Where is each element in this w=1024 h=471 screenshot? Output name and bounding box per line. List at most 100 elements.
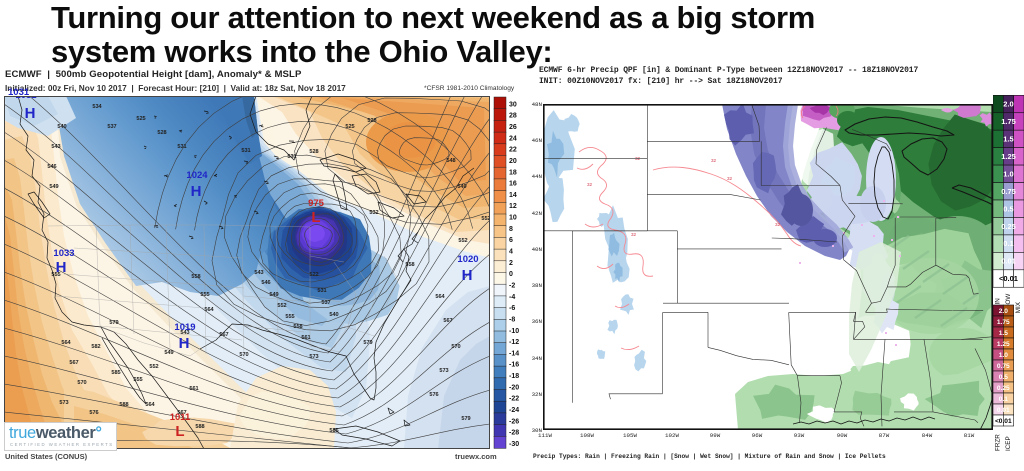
svg-text:0.1: 0.1: [1003, 239, 1013, 248]
svg-text:-6: -6: [509, 305, 515, 312]
svg-text:20: 20: [509, 158, 517, 165]
svg-text:588: 588: [119, 402, 128, 408]
svg-text:4: 4: [509, 249, 513, 256]
svg-text:1024: 1024: [186, 170, 208, 181]
svg-text:567: 567: [443, 318, 452, 324]
svg-text:0.1: 0.1: [999, 396, 1008, 403]
svg-text:558: 558: [405, 262, 414, 268]
svg-text:570: 570: [239, 352, 248, 358]
svg-text:549: 549: [164, 350, 173, 356]
svg-text:6: 6: [509, 237, 513, 244]
svg-text:0.75: 0.75: [1001, 187, 1016, 196]
svg-text:579: 579: [461, 416, 470, 422]
svg-text:546: 546: [47, 164, 56, 170]
svg-text:531: 531: [177, 144, 186, 150]
svg-text:570: 570: [77, 380, 86, 386]
svg-text:MIX: MIX: [1015, 301, 1022, 313]
svg-text:1020: 1020: [457, 254, 478, 265]
svg-text:555: 555: [133, 377, 142, 383]
svg-text:528: 528: [157, 130, 166, 136]
svg-text:543: 543: [51, 144, 60, 150]
svg-text:-18: -18: [509, 373, 519, 380]
svg-text:549: 549: [269, 292, 278, 298]
svg-text:24: 24: [509, 135, 517, 142]
svg-text:-22: -22: [509, 396, 519, 403]
svg-text:540: 540: [57, 124, 66, 130]
svg-text:L: L: [175, 423, 184, 440]
svg-text:0.75: 0.75: [997, 363, 1010, 370]
svg-text:564: 564: [61, 340, 71, 346]
svg-text:525: 525: [345, 124, 354, 130]
svg-text:579: 579: [363, 340, 372, 346]
svg-text:32: 32: [587, 182, 593, 187]
svg-text:-14: -14: [509, 350, 519, 357]
svg-text:537: 537: [107, 124, 116, 130]
svg-text:552: 552: [481, 216, 490, 222]
svg-text:1.0: 1.0: [1003, 169, 1013, 178]
svg-text:549: 549: [49, 184, 58, 190]
svg-text:548: 548: [446, 158, 455, 164]
svg-text:573: 573: [59, 400, 68, 406]
svg-text:549: 549: [457, 184, 466, 190]
svg-text:1019: 1019: [174, 322, 195, 333]
svg-text:0: 0: [509, 271, 513, 278]
svg-text:522: 522: [309, 272, 318, 278]
svg-text:561: 561: [301, 335, 310, 341]
svg-text:561: 561: [189, 386, 198, 392]
svg-text:531: 531: [241, 148, 250, 154]
svg-text:546: 546: [261, 280, 270, 286]
svg-text:1033: 1033: [53, 248, 74, 259]
svg-text:582: 582: [91, 344, 100, 350]
svg-text:555: 555: [51, 272, 60, 278]
svg-text:537: 537: [321, 300, 330, 306]
svg-text:573: 573: [309, 354, 318, 360]
svg-text:1.75: 1.75: [997, 319, 1010, 326]
svg-text:528: 528: [309, 149, 318, 155]
svg-text:558: 558: [293, 324, 302, 330]
svg-text:-30: -30: [509, 441, 519, 448]
svg-text:576: 576: [89, 410, 98, 416]
svg-text:1.25: 1.25: [1001, 152, 1016, 161]
svg-text:-8: -8: [509, 316, 515, 323]
svg-text:573: 573: [439, 368, 448, 374]
svg-text:-26: -26: [509, 418, 519, 425]
svg-text:558: 558: [191, 274, 200, 280]
svg-text:540: 540: [329, 312, 338, 318]
svg-text:1031: 1031: [15, 96, 37, 101]
svg-text:-24: -24: [509, 407, 519, 414]
svg-text:-12: -12: [509, 339, 519, 346]
svg-text:-4: -4: [509, 294, 515, 301]
svg-text:975: 975: [308, 198, 325, 209]
svg-text:1.75: 1.75: [1001, 117, 1016, 126]
svg-text:2.0: 2.0: [1003, 100, 1013, 109]
svg-text:1.0: 1.0: [999, 352, 1008, 359]
svg-text:552: 552: [458, 238, 467, 244]
svg-text:576: 576: [429, 392, 438, 398]
svg-text:<0.01: <0.01: [999, 274, 1018, 283]
svg-text:585: 585: [111, 370, 120, 376]
svg-text:1.5: 1.5: [1003, 135, 1013, 144]
svg-text:32: 32: [727, 176, 733, 181]
svg-text:552: 552: [149, 364, 158, 370]
svg-text:8: 8: [509, 226, 513, 233]
svg-text:0.25: 0.25: [1001, 222, 1016, 231]
svg-text:H: H: [179, 335, 190, 352]
svg-text:585: 585: [329, 428, 338, 434]
svg-text:1011: 1011: [170, 412, 191, 423]
svg-text:579: 579: [109, 320, 118, 326]
svg-text:2: 2: [509, 260, 513, 267]
svg-text:543: 543: [254, 270, 263, 276]
svg-text:567: 567: [69, 360, 78, 366]
svg-text:531: 531: [287, 154, 296, 160]
svg-text:H: H: [462, 267, 473, 284]
svg-text:18: 18: [509, 169, 517, 176]
svg-text:2.0: 2.0: [999, 308, 1008, 315]
svg-text:32: 32: [775, 222, 781, 227]
svg-text:26: 26: [509, 124, 517, 131]
svg-text:10: 10: [509, 215, 517, 222]
svg-text:FRZR: FRZR: [995, 434, 1002, 451]
svg-text:0.5: 0.5: [1003, 204, 1013, 213]
svg-text:567: 567: [219, 332, 228, 338]
svg-text:30: 30: [509, 101, 517, 108]
svg-text:0.01: 0.01: [997, 407, 1010, 414]
